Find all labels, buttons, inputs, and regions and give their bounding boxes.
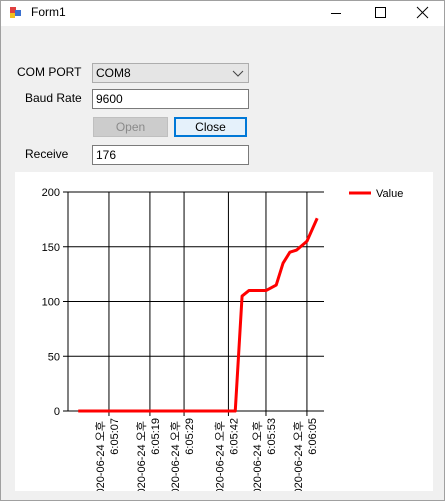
app-icon [10,13,15,18]
window-title: Form1 [31,5,66,19]
maximize-button[interactable] [358,1,402,26]
chart-panel: 0 50 100 150 200 2020-06-24 오후 6:05:07 2020-06… [15,172,433,500]
close-window-button[interactable] [402,1,444,26]
com-port-value: COM8 [96,66,131,80]
app-icon [10,7,16,13]
x-tick-label: 2020-06-24 오후 6:05:29 [169,418,196,491]
y-tick-label: 150 [42,242,60,254]
y-tick-label: 50 [48,351,60,363]
com-port-combo[interactable]: COM8 [92,63,249,83]
title-bar-icons [10,1,444,26]
x-tick-label: 2020-06-24 오후 6:05:42 [213,418,240,491]
baud-rate-value: 9600 [96,92,123,106]
x-tick-label: 2020-06-24 오후 6:05:19 [135,418,162,491]
y-tick-label: 200 [42,187,60,199]
app-icon [15,10,21,16]
receive-label: Receive [25,147,69,161]
close-button[interactable]: Close [174,117,247,137]
receive-value: 176 [96,148,117,162]
y-tick-label: 0 [54,406,60,418]
chart: 0 50 100 150 200 2020-06-24 오후 6:05:07 2020-06… [42,187,404,500]
open-button[interactable]: Open [93,117,168,137]
dropdown-arrow [232,70,244,77]
receive-input[interactable]: 176 [92,145,249,165]
baud-rate-input[interactable]: 9600 [92,89,249,109]
legend-label: Value [376,188,403,200]
baud-rate-label: Baud Rate [25,91,82,105]
x-tick-label: 2020-06-24 오후 6:05:53 [251,418,278,491]
x-tick-label: 2020-06-24 오후 6:05:07 [94,418,121,491]
com-port-label: COM PORT [17,65,82,79]
x-tick-label: 2020-06-24 오후 6:06:05 [292,418,319,491]
data-line [78,217,319,413]
y-tick-label: 100 [42,297,60,309]
minimize-button[interactable] [314,1,358,26]
title-bar: Form1 [1,1,444,26]
